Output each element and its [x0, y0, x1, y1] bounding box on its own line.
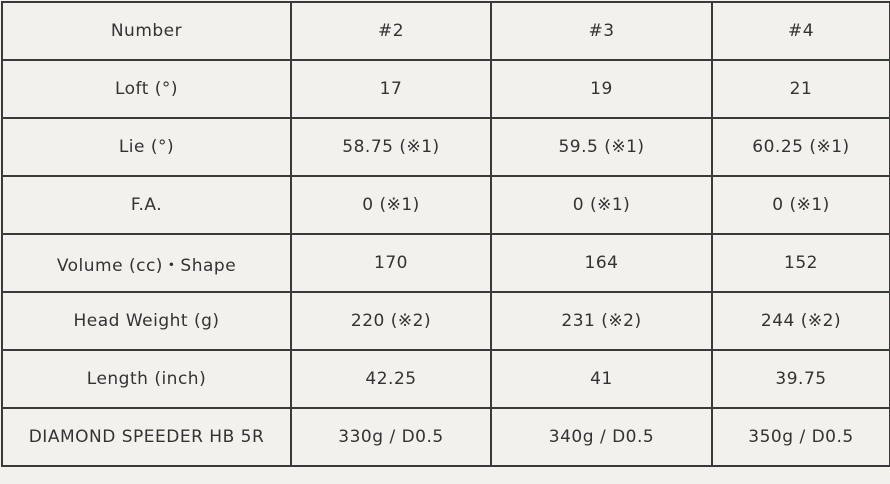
- cell: #2: [290, 1, 492, 61]
- cell: 42.25: [290, 349, 492, 409]
- cell: 340g / D0.5: [490, 407, 713, 467]
- cell: 330g / D0.5: [290, 407, 492, 467]
- table-row: Head Weight (g) 220 (※2) 231 (※2) 244 (※2): [1, 291, 890, 351]
- spec-table: Number #2 #3 #4 Loft (°) 17 19 21 Lie (°) 58.75 (…: [1, 1, 890, 467]
- cell: 152: [711, 233, 890, 293]
- cell: 170: [290, 233, 492, 293]
- cell: 350g / D0.5: [711, 407, 890, 467]
- cell: 17: [290, 59, 492, 119]
- cell: 0 (※1): [290, 175, 492, 235]
- cell: 41: [490, 349, 713, 409]
- table-row: Volume (cc)・Shape 170 164 152: [1, 233, 890, 293]
- cell: 58.75 (※1): [290, 117, 492, 177]
- table-row: DIAMOND SPEEDER HB 5R 330g / D0.5 340g / D…: [1, 407, 890, 467]
- cell: 21: [711, 59, 890, 119]
- row-label: Number: [1, 1, 292, 61]
- table-row: F.A. 0 (※1) 0 (※1) 0 (※1): [1, 175, 890, 235]
- cell: 19: [490, 59, 713, 119]
- cell: 231 (※2): [490, 291, 713, 351]
- row-label: Loft (°): [1, 59, 292, 119]
- row-label: Length (inch): [1, 349, 292, 409]
- cell: 59.5 (※1): [490, 117, 713, 177]
- cell: 244 (※2): [711, 291, 890, 351]
- cell: 0 (※1): [490, 175, 713, 235]
- cell: 220 (※2): [290, 291, 492, 351]
- cell: 0 (※1): [711, 175, 890, 235]
- cell: 39.75: [711, 349, 890, 409]
- cell: 60.25 (※1): [711, 117, 890, 177]
- row-label: DIAMOND SPEEDER HB 5R: [1, 407, 292, 467]
- table-row: Length (inch) 42.25 41 39.75: [1, 349, 890, 409]
- table-row: Number #2 #3 #4: [1, 1, 890, 61]
- row-label: F.A.: [1, 175, 292, 235]
- table-row: Loft (°) 17 19 21: [1, 59, 890, 119]
- row-label: Head Weight (g): [1, 291, 292, 351]
- table-body: Number #2 #3 #4 Loft (°) 17 19 21 Lie (°) 58.75 (…: [1, 1, 890, 467]
- row-label: Volume (cc)・Shape: [1, 233, 292, 293]
- table-row: Lie (°) 58.75 (※1) 59.5 (※1) 60.25 (※1): [1, 117, 890, 177]
- cell: #3: [490, 1, 713, 61]
- cell: 164: [490, 233, 713, 293]
- cell: #4: [711, 1, 890, 61]
- row-label: Lie (°): [1, 117, 292, 177]
